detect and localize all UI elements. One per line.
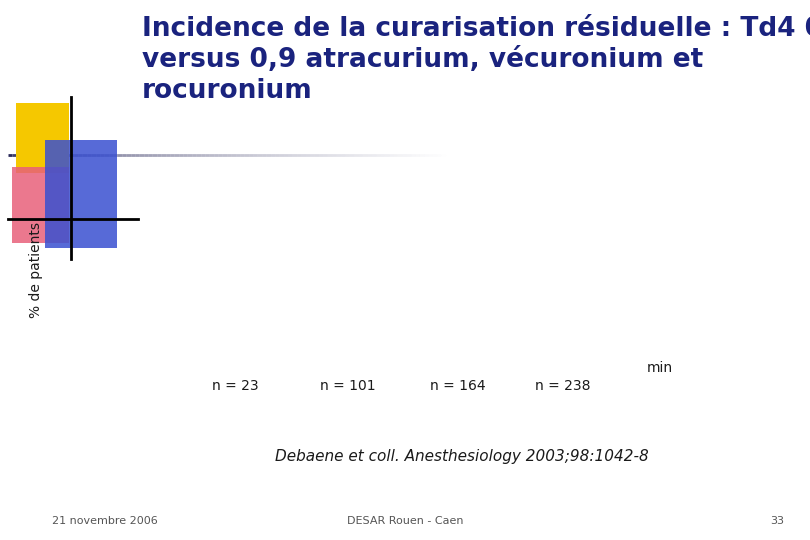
FancyBboxPatch shape <box>12 167 69 243</box>
Text: min: min <box>647 361 673 375</box>
Text: n = 101: n = 101 <box>321 379 376 393</box>
Text: Debaene et coll. Anesthesiology 2003;98:1042-8: Debaene et coll. Anesthesiology 2003;98:… <box>275 449 649 464</box>
Text: Incidence de la curarisation résiduelle : Td4 0,7
versus 0,9 atracurium, vécuron: Incidence de la curarisation résiduelle … <box>142 16 810 104</box>
FancyBboxPatch shape <box>16 103 69 173</box>
Text: n = 238: n = 238 <box>535 379 590 393</box>
Text: 21 novembre 2006: 21 novembre 2006 <box>53 516 158 526</box>
FancyBboxPatch shape <box>45 140 117 248</box>
Text: n = 23: n = 23 <box>211 379 258 393</box>
Text: n = 164: n = 164 <box>430 379 485 393</box>
Text: % de patients: % de patients <box>29 222 44 318</box>
Text: DESAR Rouen - Caen: DESAR Rouen - Caen <box>347 516 463 526</box>
Text: 33: 33 <box>770 516 785 526</box>
